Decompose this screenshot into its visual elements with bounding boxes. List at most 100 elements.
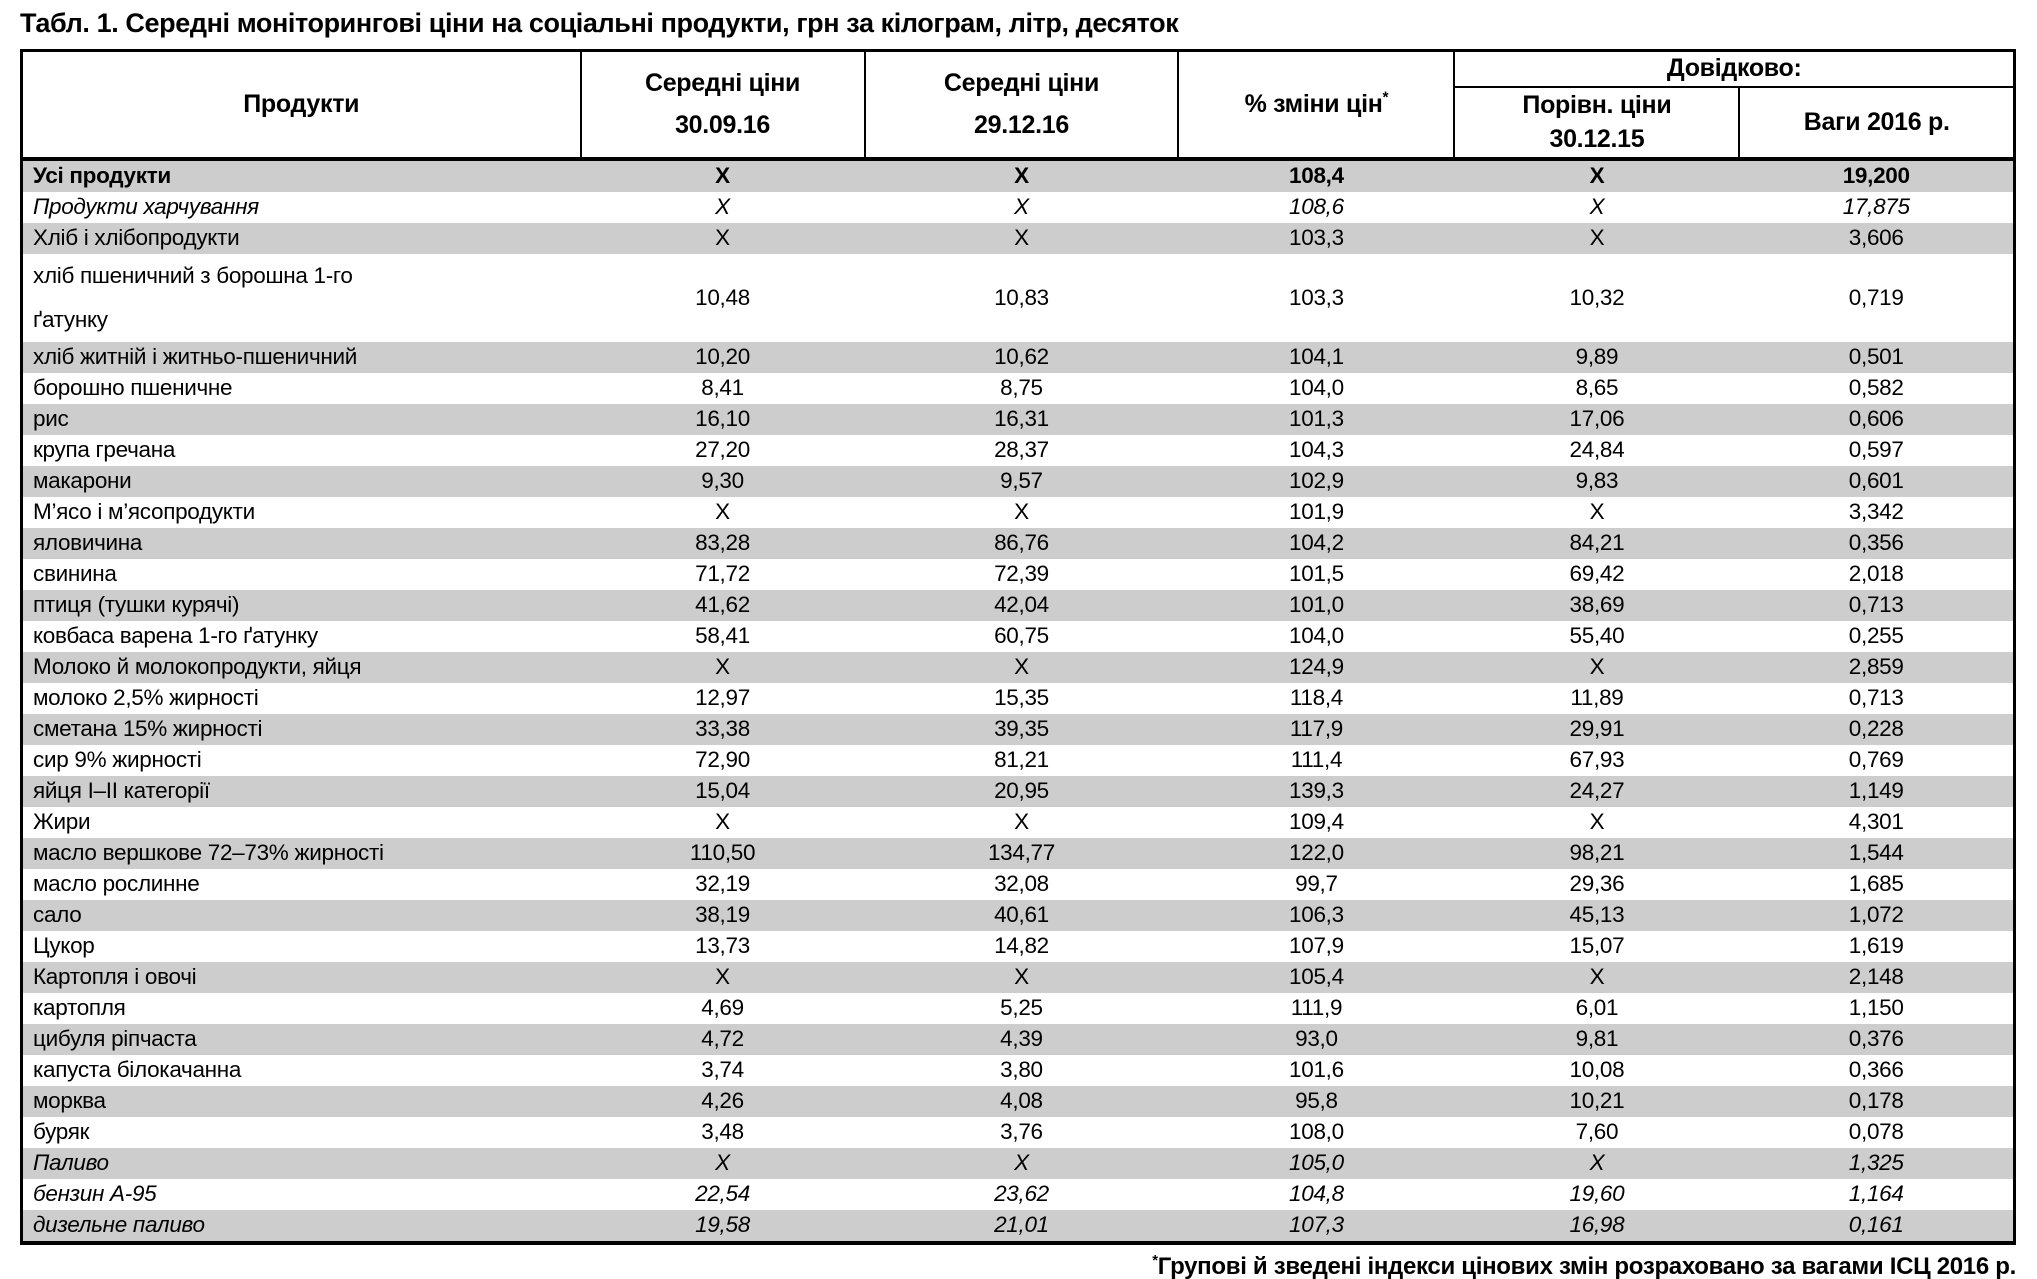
value-cell: Х xyxy=(715,654,730,679)
table-body: Усі продукти Х Х 108,4 Х 19,200 Продукти харчу… xyxy=(21,158,2015,1243)
header-avg-price-dec-line2: 29.12.16 xyxy=(974,111,1069,140)
value-cell: Х xyxy=(1014,964,1029,989)
value-cell: 104,0 xyxy=(1289,623,1344,648)
header-reference-group: Довідково: xyxy=(1453,49,2016,88)
value-cell: 29,36 xyxy=(1569,871,1625,896)
table-row: Усі продукти Х Х 108,4 Х 19,200 xyxy=(21,158,2015,192)
value-cell: 99,7 xyxy=(1295,871,1338,896)
value-cell: 111,4 xyxy=(1290,747,1343,772)
value-cell: 10,32 xyxy=(1569,284,1625,310)
value-cell: 10,20 xyxy=(695,344,750,369)
header-avg-price-sep: Середні ціни 30.09.16 xyxy=(579,49,866,160)
table-row: капуста білокачанна 3,74 3,80 101,6 10,08 0,3… xyxy=(22,1055,2015,1086)
table-row: буряк 3,48 3,76 108,0 7,60 0,078 xyxy=(22,1117,2015,1148)
value-cell: Х xyxy=(1014,163,1029,188)
table-row: рис 16,10 16,31 101,3 17,06 0,606 xyxy=(21,403,2015,435)
value-cell: 20,95 xyxy=(994,778,1049,803)
value-cell: 122,0 xyxy=(1289,840,1344,865)
value-cell: 1,619 xyxy=(1848,933,1904,958)
value-cell: 103,3 xyxy=(1289,225,1344,250)
product-name-cell: молоко 2,5% жирності xyxy=(33,685,259,710)
value-cell: 24,27 xyxy=(1569,778,1625,803)
table-row: птиця (тушки курячі) 41,62 42,04 101,0 38,69… xyxy=(21,589,2015,621)
product-name-cell: крупа гречана xyxy=(33,437,176,462)
value-cell: 95,8 xyxy=(1295,1088,1338,1113)
value-cell: 41,62 xyxy=(695,592,750,617)
table-row: картопля 4,69 5,25 111,9 6,01 1,150 xyxy=(22,993,2015,1024)
product-name-cell: морква xyxy=(33,1088,106,1113)
table-row: крупа гречана 27,20 28,37 104,3 24,84 0,597 xyxy=(22,435,2015,466)
table-row: свинина 71,72 72,39 101,5 69,42 2,018 xyxy=(22,559,2015,590)
table-row: Паливо Х Х 105,0 Х 1,325 xyxy=(21,1147,2015,1179)
value-cell: 134,77 xyxy=(987,840,1055,865)
value-cell: 0,606 xyxy=(1848,406,1904,431)
table-row: борошно пшеничне 8,41 8,75 104,0 8,65 0,582 xyxy=(22,373,2015,404)
value-cell: 21,01 xyxy=(994,1212,1049,1237)
product-name-cell: ковбаса варена 1-го ґатунку xyxy=(33,623,318,648)
value-cell: 1,544 xyxy=(1848,840,1904,865)
product-name-cell: масло вершкове 72–73% жирності xyxy=(33,840,384,865)
value-cell: 7,60 xyxy=(1575,1119,1619,1144)
value-cell: Х xyxy=(715,194,730,219)
product-name-cell: сметана 15% жирності xyxy=(33,716,263,741)
header-weights: Ваги 2016 р. xyxy=(1738,85,2016,160)
value-cell: 38,69 xyxy=(1569,592,1625,617)
value-cell: 0,078 xyxy=(1848,1119,1904,1144)
product-name-cell: дизельне паливо xyxy=(33,1212,205,1237)
value-cell: 3,48 xyxy=(701,1119,744,1144)
product-name-cell: М’ясо і м’ясопродукти xyxy=(33,499,255,524)
product-name-cell: яловичина xyxy=(33,530,143,555)
product-name-cell: буряк xyxy=(33,1119,90,1144)
value-cell: Х xyxy=(715,964,730,989)
value-cell: Х xyxy=(715,499,730,524)
value-cell: Х xyxy=(1014,654,1029,679)
header-products: Продукти xyxy=(20,49,582,160)
value-cell: 4,69 xyxy=(701,995,744,1020)
value-cell: Х xyxy=(1589,194,1605,219)
product-name-cell: борошно пшеничне xyxy=(33,375,233,400)
value-cell: 108,4 xyxy=(1289,163,1344,188)
value-cell: 2,148 xyxy=(1848,964,1904,989)
value-cell: 28,37 xyxy=(994,437,1049,462)
value-cell: 1,072 xyxy=(1848,902,1904,927)
value-cell: 14,82 xyxy=(994,933,1049,958)
header-avg-price-sep-line2: 30.09.16 xyxy=(675,111,770,140)
value-cell: 109,4 xyxy=(1289,809,1344,834)
value-cell: 111,9 xyxy=(1290,995,1343,1020)
header-pct-change-label: % зміни цін xyxy=(1244,89,1383,118)
value-cell: 106,3 xyxy=(1289,902,1344,927)
table-footnote: *Групові й зведені індекси цінових змін … xyxy=(20,1253,2016,1279)
product-name-cell: Молоко й молокопродукти, яйця xyxy=(33,654,362,679)
value-cell: 84,21 xyxy=(1569,530,1625,555)
value-cell: 4,26 xyxy=(701,1088,744,1113)
value-cell: 32,08 xyxy=(994,871,1049,896)
value-cell: 3,74 xyxy=(701,1057,744,1082)
value-cell: 23,62 xyxy=(994,1181,1049,1206)
value-cell: 86,76 xyxy=(994,530,1049,555)
value-cell: 102,9 xyxy=(1289,468,1344,493)
value-cell: 9,57 xyxy=(1000,468,1043,493)
product-name-cell: картопля xyxy=(33,995,126,1020)
value-cell: Х xyxy=(1014,809,1029,834)
value-cell: 108,6 xyxy=(1289,194,1344,219)
value-cell: 0,713 xyxy=(1848,685,1904,710)
value-cell: 0,582 xyxy=(1848,375,1904,400)
product-name-cell: рис xyxy=(33,406,69,431)
value-cell: Х xyxy=(1014,225,1029,250)
value-cell: 4,08 xyxy=(1000,1088,1043,1113)
value-cell: 15,35 xyxy=(994,685,1049,710)
value-cell: Х xyxy=(1014,499,1029,524)
value-cell: 69,42 xyxy=(1569,561,1625,586)
table-row: М’ясо і м’ясопродукти Х Х 101,9 Х 3,342 xyxy=(22,497,2015,528)
value-cell: 104,1 xyxy=(1289,344,1344,369)
value-cell: Х xyxy=(1589,163,1605,188)
table-header: Продукти Середні ціни 30.09.16 Середні ц… xyxy=(20,49,2016,160)
value-cell: 104,2 xyxy=(1289,530,1344,555)
value-cell: 93,0 xyxy=(1295,1026,1338,1051)
value-cell: 104,8 xyxy=(1289,1181,1344,1206)
value-cell: Х xyxy=(1589,654,1605,679)
value-cell: 139,3 xyxy=(1289,778,1344,803)
table-row: Картопля і овочі Х Х 105,4 Х 2,148 xyxy=(21,961,2015,993)
table-row: хліб пшеничний з борошна 1-го ґатунку 10,… xyxy=(22,254,2015,342)
value-cell: 67,93 xyxy=(1569,747,1625,772)
